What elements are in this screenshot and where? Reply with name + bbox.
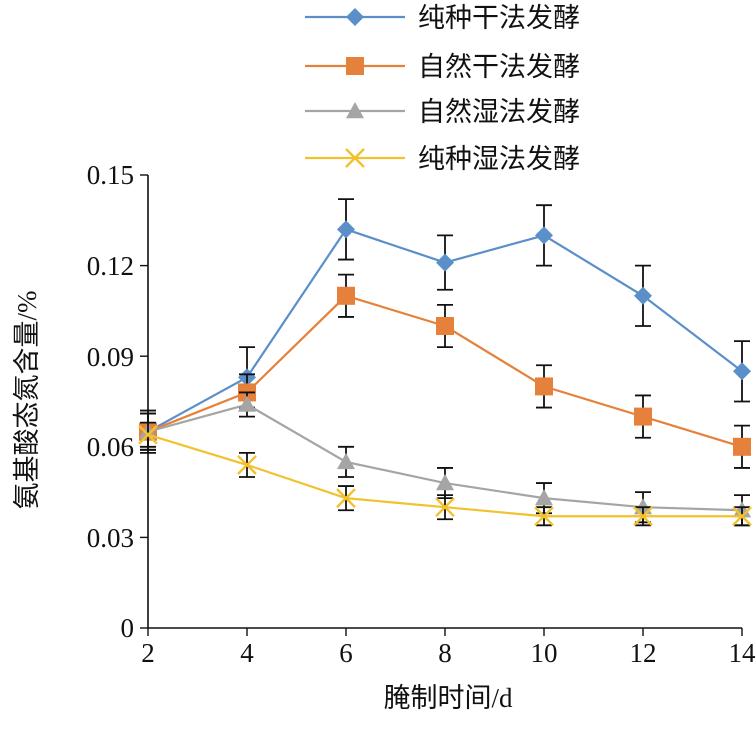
x-ticks: 2 4 6 8 10 12 14	[141, 638, 756, 668]
data-point-marker	[436, 474, 454, 491]
legend-label-4: 纯种湿法发酵	[418, 144, 580, 174]
y-tick-label: 0.09	[87, 342, 134, 372]
legend-entry-2: 自然干法发酵	[305, 52, 580, 82]
y-tick-label: 0.15	[87, 160, 134, 190]
data-point-marker	[534, 506, 554, 527]
legend-entry-1: 纯种干法发酵	[305, 3, 580, 33]
legend-marker-1	[346, 8, 364, 26]
data-point	[337, 452, 355, 470]
data-point-marker	[138, 424, 158, 445]
x-axis-label: 腌制时间/d	[383, 683, 513, 713]
data-point	[535, 226, 553, 245]
data-point	[535, 489, 553, 506]
data-point-marker	[337, 220, 355, 239]
legend-marker-shape	[346, 8, 364, 26]
data-point-marker	[535, 489, 553, 506]
data-point	[237, 455, 257, 475]
y-axis-label: 氨基酸态氮含量/%	[12, 291, 42, 510]
y-tick-label: 0.12	[87, 251, 134, 281]
legend-label-2: 自然干法发酵	[418, 52, 580, 82]
legend-label-3: 自然湿法发酵	[418, 97, 580, 127]
data-point	[535, 377, 553, 396]
y-ticks: 0 0.03 0.06 0.09 0.12 0.15	[87, 160, 134, 643]
legend-label-1: 纯种干法发酵	[418, 3, 580, 33]
legend-entry-3: 自然湿法发酵	[305, 97, 580, 127]
legend-marker-3	[346, 102, 364, 119]
legend-marker-shape	[345, 148, 365, 168]
y-tick-label: 0.03	[87, 523, 134, 553]
series-2	[139, 273, 751, 469]
data-point	[733, 437, 751, 456]
y-tick-label: 0	[121, 613, 135, 643]
legend-entry-4: 纯种湿法发酵	[305, 144, 580, 174]
data-point	[634, 286, 652, 305]
x-tick-label: 6	[339, 638, 353, 668]
data-point	[436, 474, 454, 491]
data-point-marker	[535, 377, 553, 396]
x-tick-label: 8	[438, 638, 452, 668]
x-tick-label: 10	[531, 638, 558, 668]
data-point	[336, 488, 356, 508]
data-point	[337, 220, 355, 239]
data-point	[436, 253, 454, 272]
data-point	[436, 317, 454, 335]
legend-marker-2	[346, 57, 364, 75]
data-point	[138, 424, 158, 445]
data-point	[534, 506, 554, 527]
data-point-marker	[337, 286, 355, 305]
data-point-marker	[238, 395, 256, 412]
data-point-marker	[732, 506, 752, 527]
data-point-marker	[733, 437, 751, 456]
data-point-marker	[336, 488, 356, 508]
data-point-marker	[337, 452, 355, 470]
legend: 纯种干法发酵 自然干法发酵 自然湿法发酵 纯种湿法发酵	[305, 3, 580, 174]
legend-marker-shape	[346, 57, 364, 75]
data-point-marker	[237, 455, 257, 475]
data-point-marker	[535, 226, 553, 245]
legend-marker-4	[345, 148, 365, 168]
data-point-marker	[436, 317, 454, 335]
data-point-marker	[733, 362, 751, 381]
data-point	[633, 506, 653, 527]
data-point	[634, 407, 652, 426]
data-point	[337, 286, 355, 305]
y-tick-label: 0.06	[87, 432, 134, 462]
axes	[140, 174, 743, 636]
x-tick-label: 12	[630, 638, 657, 668]
data-point	[435, 497, 455, 518]
data-point	[733, 362, 751, 381]
data-point	[238, 395, 256, 412]
data-point-marker	[436, 253, 454, 272]
data-point-marker	[634, 407, 652, 426]
x-tick-label: 14	[729, 638, 756, 668]
data-point	[732, 506, 752, 527]
plot-area	[138, 198, 752, 527]
data-point-marker	[435, 497, 455, 518]
x-tick-label: 2	[141, 638, 155, 668]
x-tick-label: 4	[240, 638, 254, 668]
legend-marker-shape	[346, 102, 364, 119]
series-4	[138, 421, 752, 527]
data-point-marker	[634, 286, 652, 305]
data-point-marker	[633, 506, 653, 527]
